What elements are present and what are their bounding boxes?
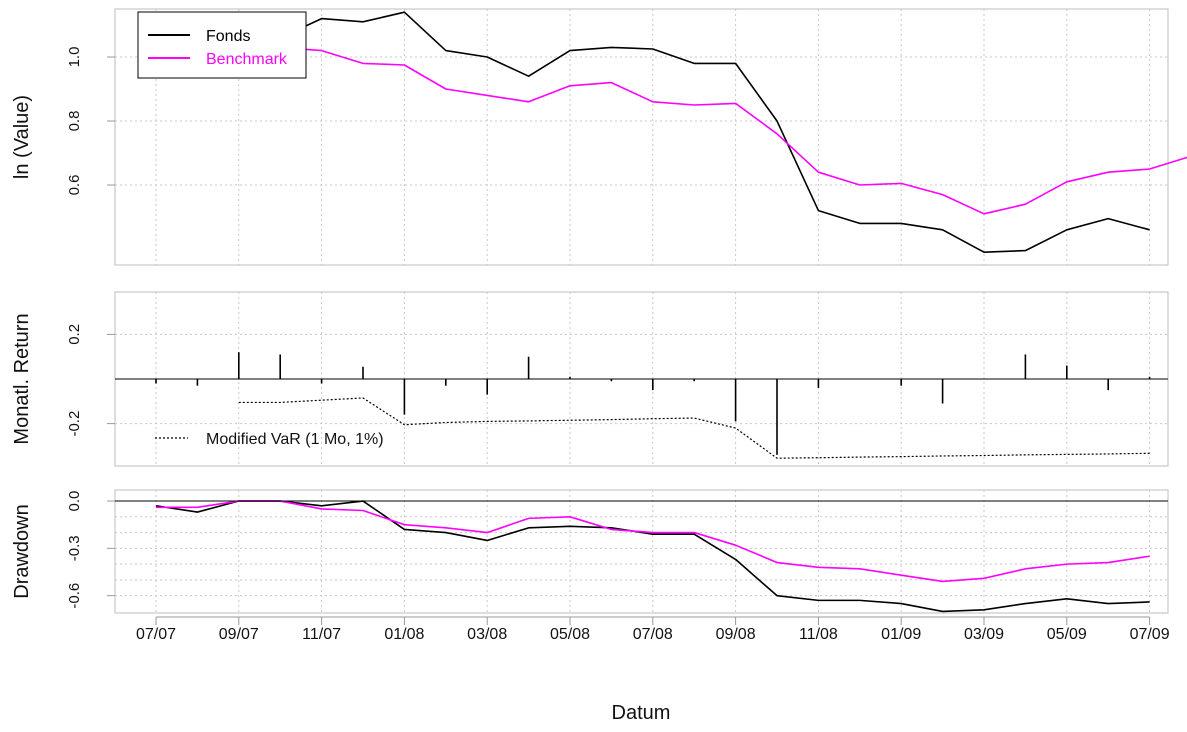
y-tick-label: 0.8 [66, 111, 83, 132]
x-tick-label: 01/08 [384, 626, 424, 643]
y-tick-label: 0.2 [66, 324, 83, 345]
panel-frame [114, 8, 1169, 266]
x-tick-label: 05/09 [1047, 626, 1087, 643]
y-axis-title: Drawdown [11, 504, 33, 598]
x-tick-label: 11/07 [302, 626, 341, 643]
series-line-benchmark [156, 500, 1150, 583]
y-tick-label: 1.0 [66, 47, 83, 68]
y-axis-title: ln (Value) [11, 95, 33, 179]
x-tick-label: 07/09 [1130, 626, 1170, 643]
y-axis-title: Monatl. Return [11, 313, 33, 444]
y-tick-label: 0.0 [66, 491, 83, 512]
legend-box [137, 11, 307, 79]
var-legend-label: Modified VaR (1 Mo, 1%) [206, 431, 384, 448]
x-tick-label: 11/08 [799, 626, 838, 643]
x-tick-label: 03/08 [467, 626, 507, 643]
y-tick-label: -0.6 [66, 583, 83, 609]
x-tick-label: 09/08 [716, 626, 756, 643]
legend-label: Benchmark [206, 51, 288, 68]
x-tick-label: 03/09 [964, 626, 1004, 643]
y-tick-label: -0.3 [66, 535, 83, 561]
x-tick-label: 09/07 [219, 626, 259, 643]
var-line [238, 397, 1150, 459]
series-line-fonds [155, 500, 1150, 613]
series-line-benchmark [155, 46, 1187, 215]
x-axis-title: Datum [612, 702, 671, 724]
x-tick-label: 05/08 [550, 626, 590, 643]
x-tick-label: 07/08 [633, 626, 673, 643]
y-tick-label: -0.2 [66, 411, 83, 437]
series-line-fonds [155, 11, 1150, 253]
y-tick-label: 0.6 [66, 175, 83, 196]
legend-label: Fonds [206, 28, 250, 45]
panel-frame [114, 489, 1169, 614]
x-tick-label: 01/09 [881, 626, 921, 643]
x-tick-label: 07/07 [136, 626, 176, 643]
